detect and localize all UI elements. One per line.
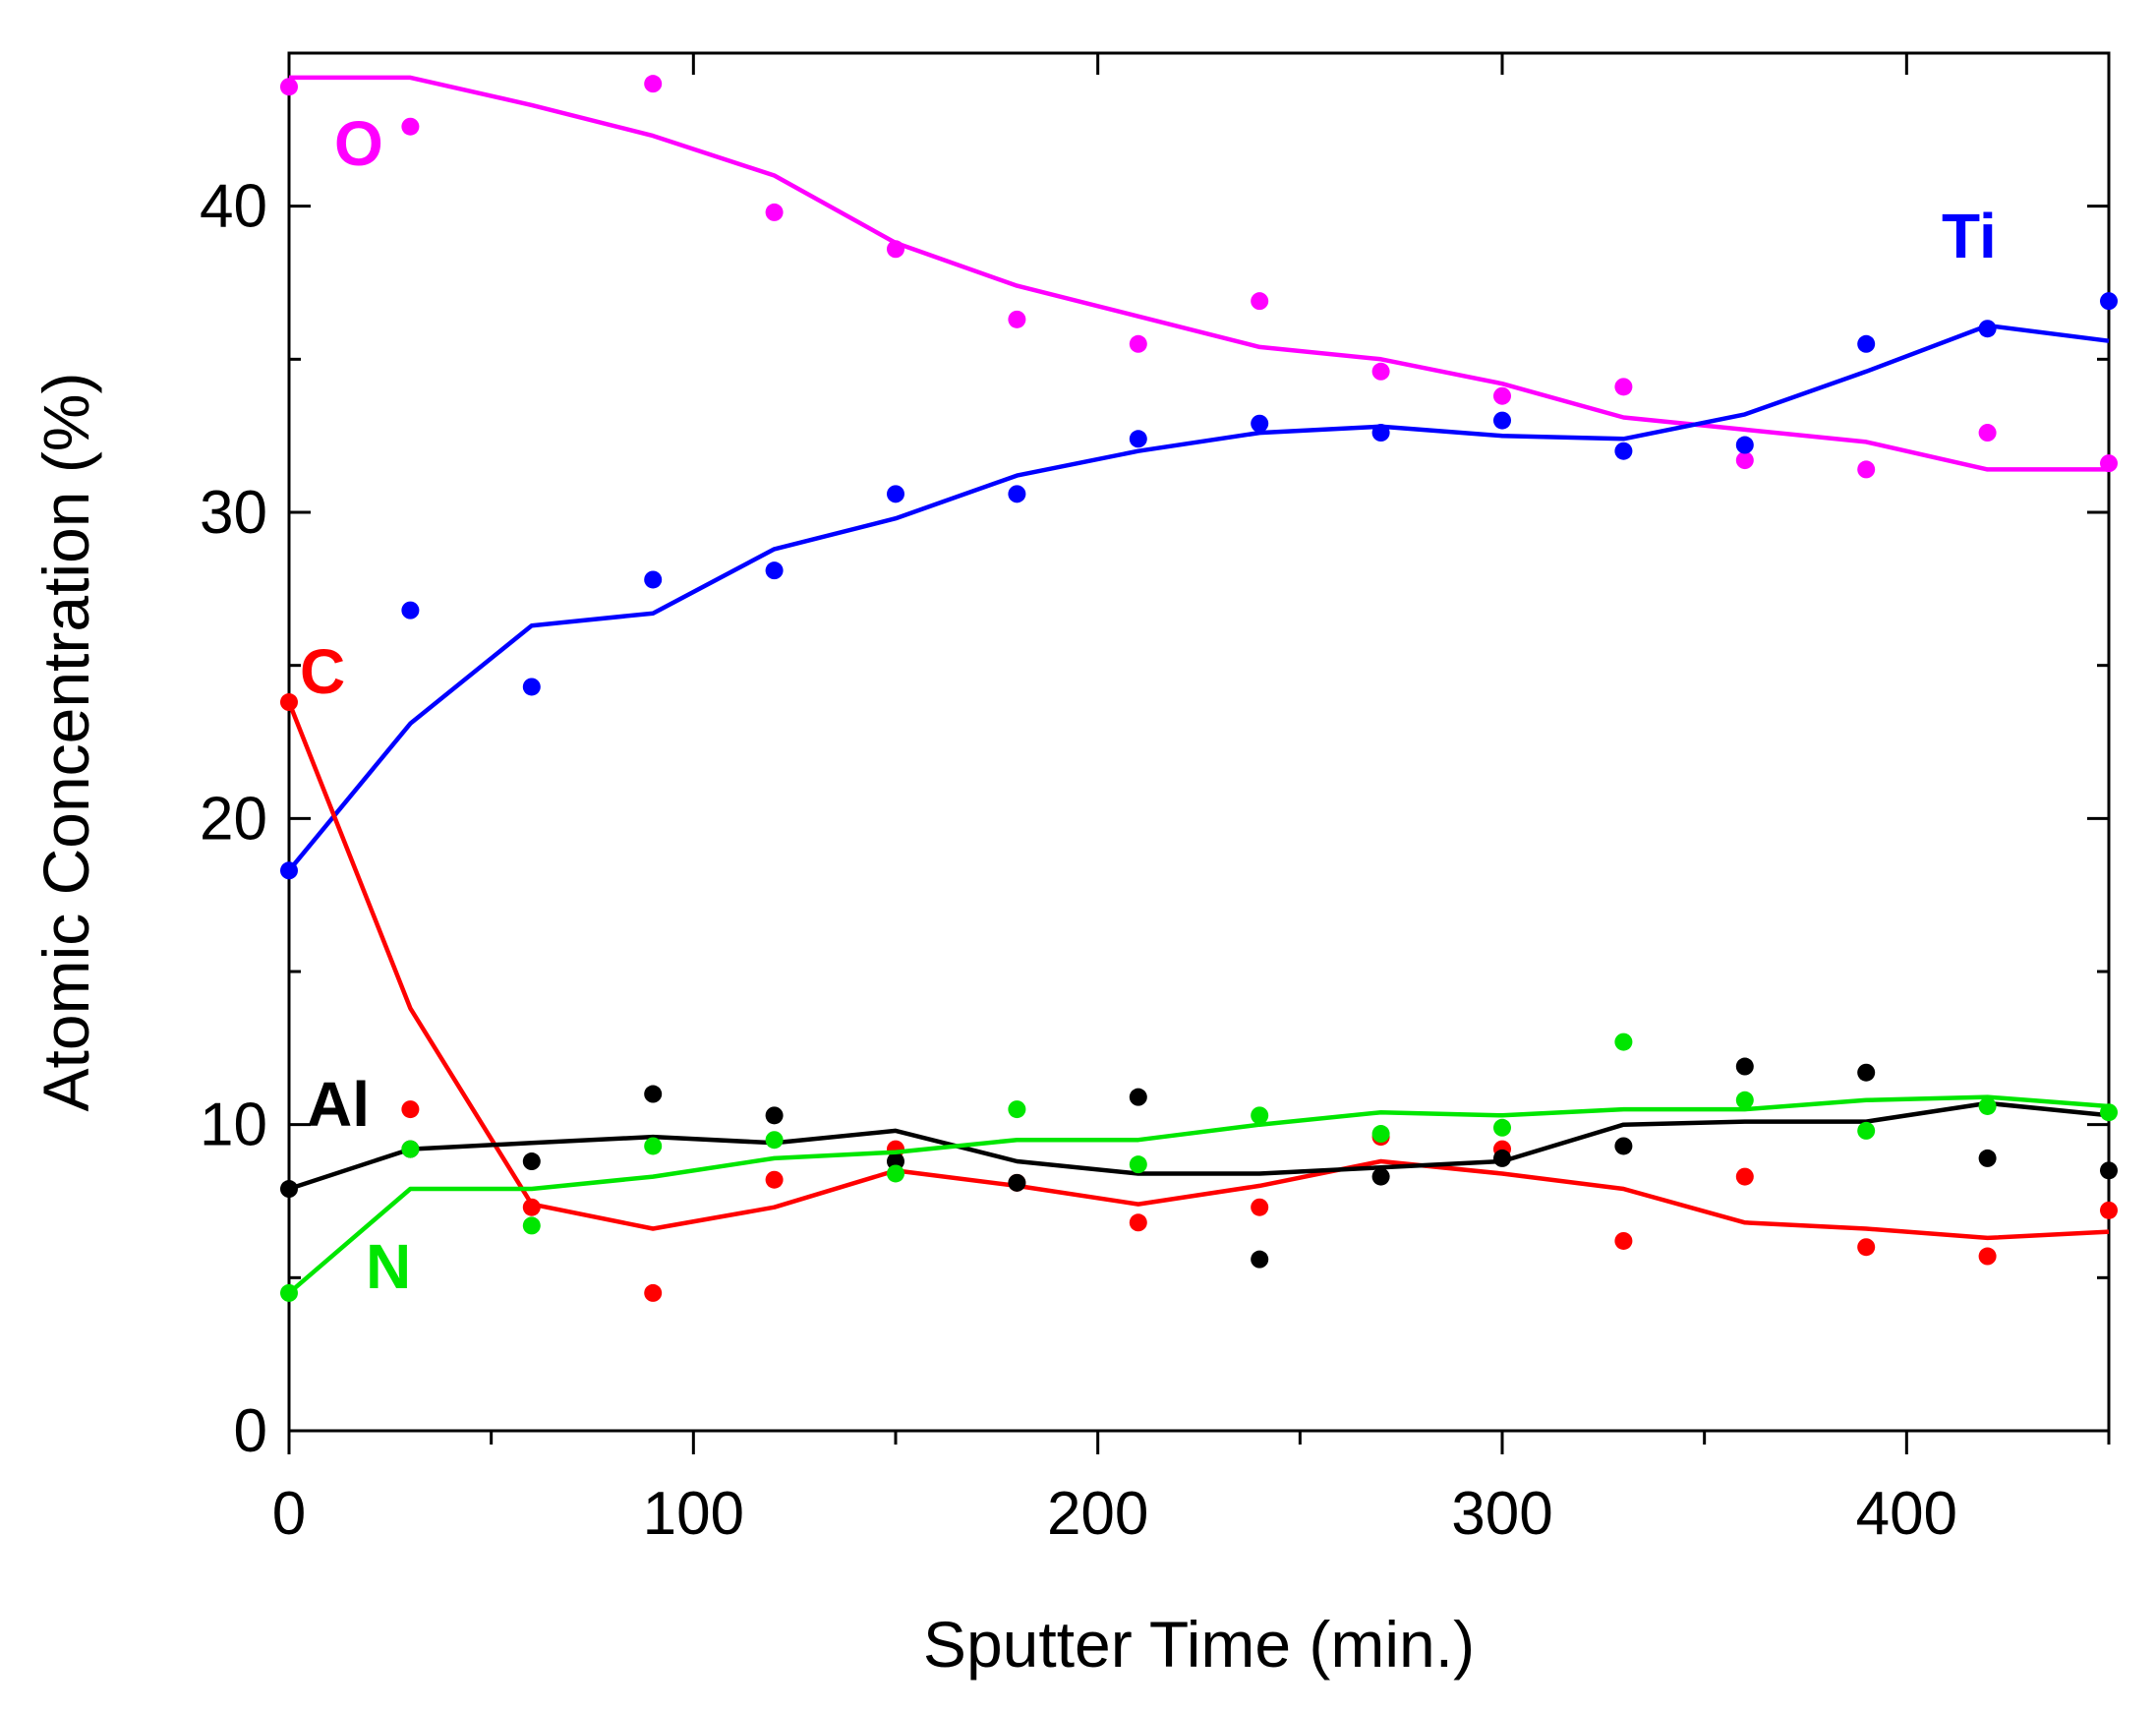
series-ti-point	[1857, 334, 1876, 353]
series-ti-point	[2100, 292, 2118, 311]
series-c-line	[286, 701, 2110, 1241]
series-o-point	[1129, 334, 1147, 353]
series-al-point	[1978, 1149, 1997, 1167]
series-c-point	[644, 1283, 663, 1302]
series-n-point	[765, 1131, 784, 1150]
series-ti-point	[401, 601, 420, 620]
series-al-point	[1493, 1149, 1511, 1167]
y-tick-label: 20	[200, 785, 267, 853]
series-o-point	[401, 117, 420, 136]
series-al-point	[1735, 1057, 1754, 1076]
series-o-point	[765, 203, 784, 221]
series-n-point	[644, 1137, 663, 1155]
series-n-point	[1008, 1100, 1026, 1119]
series-o-line	[289, 75, 2109, 472]
series-n-line	[287, 1094, 2110, 1295]
y-tick-label: 40	[200, 173, 267, 241]
series-ti-point	[644, 570, 663, 589]
series-n-point	[1371, 1125, 1390, 1144]
series-o-point	[280, 78, 298, 96]
series-label-c: C	[300, 636, 345, 707]
series-al-line	[288, 1100, 2110, 1192]
series-o-point	[2100, 454, 2118, 473]
series-c-point	[401, 1100, 420, 1119]
series-ti-point	[1008, 485, 1026, 503]
series-al-point	[1857, 1063, 1876, 1082]
series-c-point	[1129, 1213, 1147, 1232]
series-ti-point	[1493, 411, 1511, 430]
series-o-point	[887, 240, 904, 259]
series-al-point	[1371, 1167, 1390, 1186]
series-ti-point	[280, 861, 298, 880]
series-ti-point	[522, 678, 541, 696]
series-c-point	[1251, 1198, 1269, 1216]
series-o-point	[1735, 451, 1754, 470]
series-o-point	[1857, 460, 1876, 479]
series-al-point	[280, 1180, 298, 1199]
series-o-point	[644, 75, 663, 93]
x-axis-title: Sputter Time (min.)	[923, 1608, 1475, 1681]
y-tick-label: 0	[234, 1397, 267, 1465]
series-al-point	[1008, 1173, 1026, 1192]
series-n-point	[401, 1140, 420, 1158]
series-o-point	[1978, 424, 1997, 443]
series-ti-line	[287, 323, 2110, 872]
x-tick-label: 100	[643, 1480, 744, 1548]
y-axis-title: Atomic Concentration (%)	[29, 373, 102, 1112]
series-c-point	[765, 1170, 784, 1189]
series-c-point	[1735, 1167, 1754, 1186]
series-n-point	[1978, 1096, 1997, 1115]
series-n-point	[1857, 1121, 1876, 1140]
series-n-point	[887, 1164, 904, 1183]
series-n-point	[1251, 1106, 1269, 1125]
series-n-point	[1614, 1033, 1633, 1051]
series-c-point	[1857, 1238, 1876, 1257]
series-c-point	[1978, 1247, 1997, 1266]
series-o-point	[1493, 386, 1511, 405]
series-n-point	[280, 1283, 298, 1302]
y-tick-label: 30	[200, 479, 267, 547]
plot-frame	[287, 51, 2111, 1433]
series-al-point	[887, 1152, 904, 1171]
series-ti-point	[887, 485, 904, 503]
series-n-point	[1493, 1118, 1511, 1137]
series-ti-point	[1251, 414, 1269, 433]
x-tick-label: 0	[272, 1480, 306, 1548]
x-tick-label: 400	[1856, 1480, 1957, 1548]
series-ti-point	[1129, 430, 1147, 448]
series-n-point	[1129, 1155, 1147, 1174]
series-ti-point	[765, 561, 784, 580]
series-c-point	[1614, 1231, 1633, 1250]
series-al-point	[644, 1085, 663, 1103]
series-ti-point	[1371, 424, 1390, 443]
series-al-point	[1251, 1250, 1269, 1269]
series-al-point	[2100, 1161, 2118, 1180]
x-tick-label: 200	[1047, 1480, 1148, 1548]
series-n-point	[2100, 1103, 2118, 1122]
series-c-point	[2100, 1201, 2118, 1219]
series-al-point	[765, 1106, 784, 1125]
series-ti-point	[1614, 442, 1633, 460]
series-al-point	[1614, 1137, 1633, 1155]
series-label-o: O	[334, 108, 383, 179]
series-label-al: Al	[307, 1069, 370, 1140]
series-ti-point	[1735, 436, 1754, 454]
y-tick-label: 10	[200, 1092, 267, 1159]
series-o-point	[1008, 310, 1026, 328]
series-c-point	[522, 1198, 541, 1216]
series-o-point	[1251, 292, 1269, 311]
series-n-point	[522, 1216, 541, 1235]
series-n-point	[1735, 1091, 1754, 1109]
series-o-point	[1371, 362, 1390, 381]
series-al-point	[522, 1152, 541, 1171]
x-tick-label: 300	[1451, 1480, 1552, 1548]
series-al-point	[1129, 1088, 1147, 1106]
series-c-point	[280, 693, 298, 712]
series-ti-point	[1978, 320, 1997, 338]
series-label-n: N	[366, 1231, 411, 1302]
series-label-ti: Ti	[1942, 201, 1997, 271]
series-o-point	[1614, 378, 1633, 396]
